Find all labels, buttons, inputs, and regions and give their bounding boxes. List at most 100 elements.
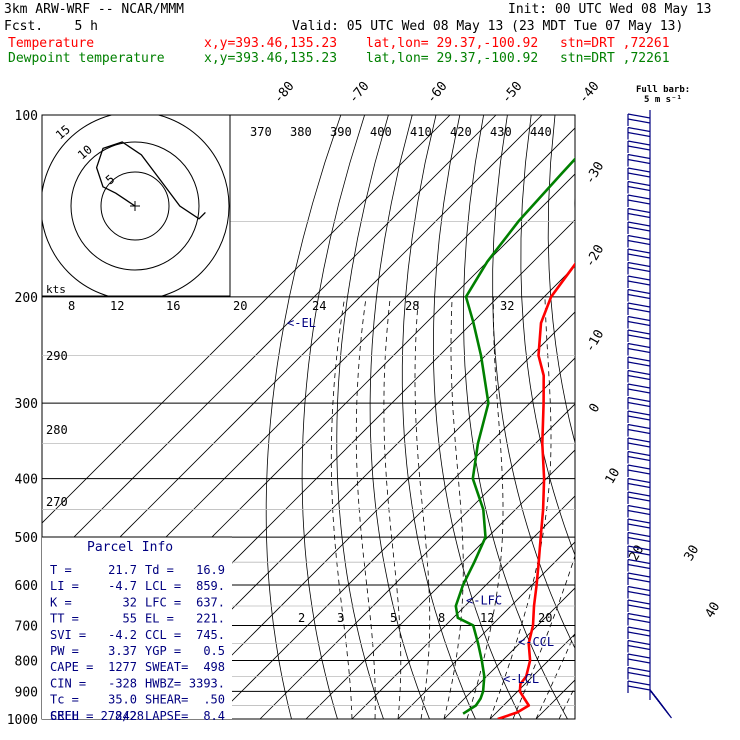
parcel-value: 55: [123, 612, 137, 626]
hodograph-scale-label: 16: [166, 299, 180, 313]
parcel-key: Td =: [145, 563, 174, 577]
isotherm-label: 0: [587, 401, 604, 415]
parcel-key: CIN =: [50, 676, 86, 690]
pressure-label: 700: [15, 619, 38, 634]
barb-flag: [627, 153, 651, 160]
barb-flag: [627, 410, 651, 416]
wind-barb: [627, 464, 651, 477]
barb-flag: [627, 185, 651, 192]
theta-e-label: 400: [370, 125, 392, 139]
parcel-value: 0.5: [203, 644, 225, 658]
wind-barb: [627, 491, 651, 504]
pressure-label: 100: [15, 109, 38, 124]
isotherm-label: -70: [346, 79, 373, 107]
theta-e-label: 390: [330, 125, 352, 139]
parcel-value: -328: [108, 676, 137, 690]
barb-flag: [627, 261, 651, 268]
isotherm-label: -10: [583, 327, 608, 355]
hodograph-scale-label: 20: [233, 299, 247, 313]
parcel-value: -4.7: [108, 579, 137, 593]
wind-barb: [627, 531, 651, 545]
barb-note-1: Full barb:: [636, 85, 691, 95]
barb-flag: [627, 158, 651, 165]
hodograph-scale-label: 8: [68, 299, 75, 313]
barb-flag: [627, 496, 651, 502]
parcel-key: Tc =: [50, 693, 79, 707]
barb-flag: [627, 599, 651, 605]
theta-e-label: 430: [490, 125, 512, 139]
barb-flag: [627, 442, 651, 448]
barb-flag: [627, 545, 651, 551]
parcel-value: 3.37: [108, 644, 137, 658]
wind-barb: [627, 248, 651, 261]
isotherm-line: [42, 115, 497, 570]
barb-flag: [627, 302, 651, 308]
isotherm-line: [628, 115, 740, 719]
wind-barb: [627, 288, 651, 302]
pressure-label: 900: [15, 685, 38, 700]
wind-barb: [627, 450, 651, 464]
level-marker: <-LFC: [466, 594, 502, 608]
dewpoint-legend: Dewpoint temperature: [8, 51, 165, 66]
barb-low: [649, 689, 672, 719]
wind-barb: [627, 356, 651, 369]
wind-barb: [627, 126, 651, 140]
pressure-label: 800: [15, 654, 38, 669]
wind-barb: [627, 302, 651, 315]
dry-adiabat: [492, 115, 575, 650]
parcel-value: 8.4: [203, 709, 225, 723]
isotherm-label: -40: [576, 79, 603, 107]
parcel-key: SHEAR=: [145, 693, 188, 707]
parcel-key: T =: [50, 563, 72, 577]
barb-flag: [627, 504, 651, 511]
mixing-ratio-label: 8: [438, 611, 445, 625]
theta-e-label: 420: [450, 125, 472, 139]
moist-adiabat: [466, 296, 504, 719]
barb-flag: [627, 199, 651, 205]
barb-flag: [627, 207, 651, 214]
dry-adiabat: [722, 115, 740, 719]
barb-flag: [627, 550, 651, 556]
parcel-value: 3393.: [189, 676, 225, 690]
barb-flag: [627, 577, 651, 583]
barb-flag: [627, 320, 651, 327]
barb-flag: [627, 145, 651, 151]
isotherm-line: [582, 115, 740, 719]
temperature-legend: Temperature: [8, 36, 95, 51]
isotherm-label: -20: [583, 242, 608, 270]
theta-label: 280: [46, 423, 68, 437]
theta-e-label: 370: [250, 125, 272, 139]
parcel-value: 859.: [196, 579, 225, 593]
moist-adiabat: [383, 296, 402, 719]
barb-flag: [627, 469, 651, 475]
barb-flag: [627, 361, 651, 367]
isotherm-label: 40: [703, 600, 724, 621]
temperature-profile: [497, 262, 575, 719]
hodograph-ring: [70, 141, 200, 271]
parcel-key: CAPE =: [50, 660, 93, 674]
hodograph-scale-label: 12: [110, 299, 124, 313]
parcel-key: PW =: [50, 644, 79, 658]
mixing-ratio-label: 2: [298, 611, 305, 625]
model-title: 3km ARW-WRF -- NCAR/MMM: [4, 2, 185, 17]
parcel-value: 21.7: [108, 563, 137, 577]
wind-barb: [627, 518, 651, 531]
parcel-value: 242: [115, 709, 137, 723]
barb-flag: [627, 658, 651, 664]
barb-flag: [627, 280, 651, 286]
barb-flag: [627, 118, 651, 124]
wind-barb: [627, 477, 651, 491]
barb-flag: [627, 212, 651, 219]
parcel-value: 637.: [196, 595, 225, 609]
isotherm-label: -80: [271, 79, 298, 107]
moist-adiabat: [582, 297, 740, 719]
wind-barb: [627, 639, 651, 653]
mixing-ratio-label: 5: [390, 611, 397, 625]
isotherm-line: [351, 495, 575, 719]
barb-flag: [627, 450, 651, 457]
dewpoint-station: stn=DRT ,72261: [560, 51, 670, 66]
barb-flag: [627, 523, 651, 529]
dry-adiabat: [265, 115, 342, 719]
isotherm-line: [167, 311, 575, 719]
parcel-value: 745.: [196, 628, 225, 642]
